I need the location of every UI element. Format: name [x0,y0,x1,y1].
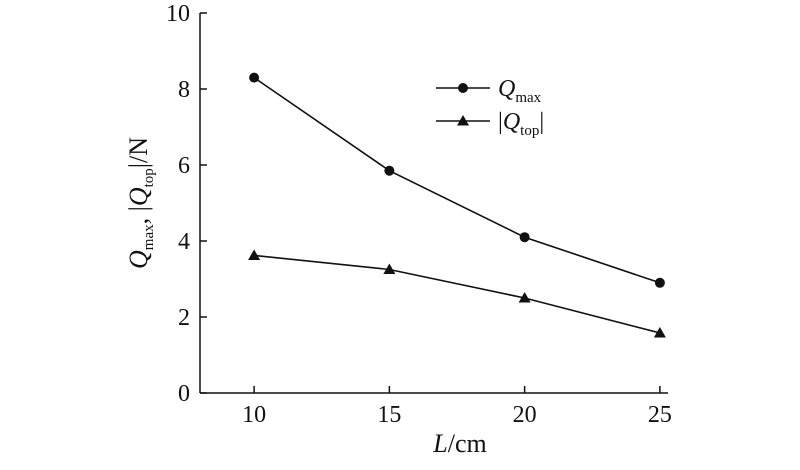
y-axis-title: Qmax, |Qtop|/N [124,137,157,269]
axes [199,13,668,394]
data-point [248,249,261,260]
y-tick-label: 0 [178,381,190,407]
y-tick-label: 4 [178,229,190,255]
ticks: 0 2 4 6 8 10 10 15 20 25 [166,1,672,428]
data-point [249,72,260,83]
data-point [383,263,396,274]
data-point [384,165,395,176]
y-tick-label: 10 [166,1,190,27]
data-point [519,232,530,243]
data-point [518,292,531,303]
x-axis-var: L [432,429,447,458]
series-layer [248,72,666,338]
legend-marker [458,83,468,93]
legend-label: |Qtop| [498,109,544,139]
series-line [253,76,661,284]
x-tick-label: 15 [377,402,401,428]
series-qmax [249,72,665,288]
y-axis-sub1: max [141,224,157,250]
x-axis-title: L/cm [432,429,486,458]
legend-marker [457,115,469,126]
series-line [254,254,661,334]
x-tick-label: 10 [242,402,266,428]
y-axis-unit: |/N [124,137,153,168]
y-tick-label: 6 [178,153,190,179]
x-tick-label: 20 [513,402,537,428]
y-axis-q2: Q [124,187,153,206]
x-axis-unit: /cm [448,429,487,458]
y-tick-label: 2 [178,305,190,331]
y-axis-sub2: top [141,168,157,187]
y-axis-sep: , | [124,206,153,224]
data-point [653,326,666,338]
y-tick-label: 8 [178,77,190,103]
x-tick-label: 25 [648,402,672,428]
series-qtop [248,249,666,338]
legend-label: Qmax [498,76,542,106]
data-point [654,277,665,288]
legend: Qmax|Qtop| [436,76,544,139]
y-axis-q1: Q [124,250,153,269]
